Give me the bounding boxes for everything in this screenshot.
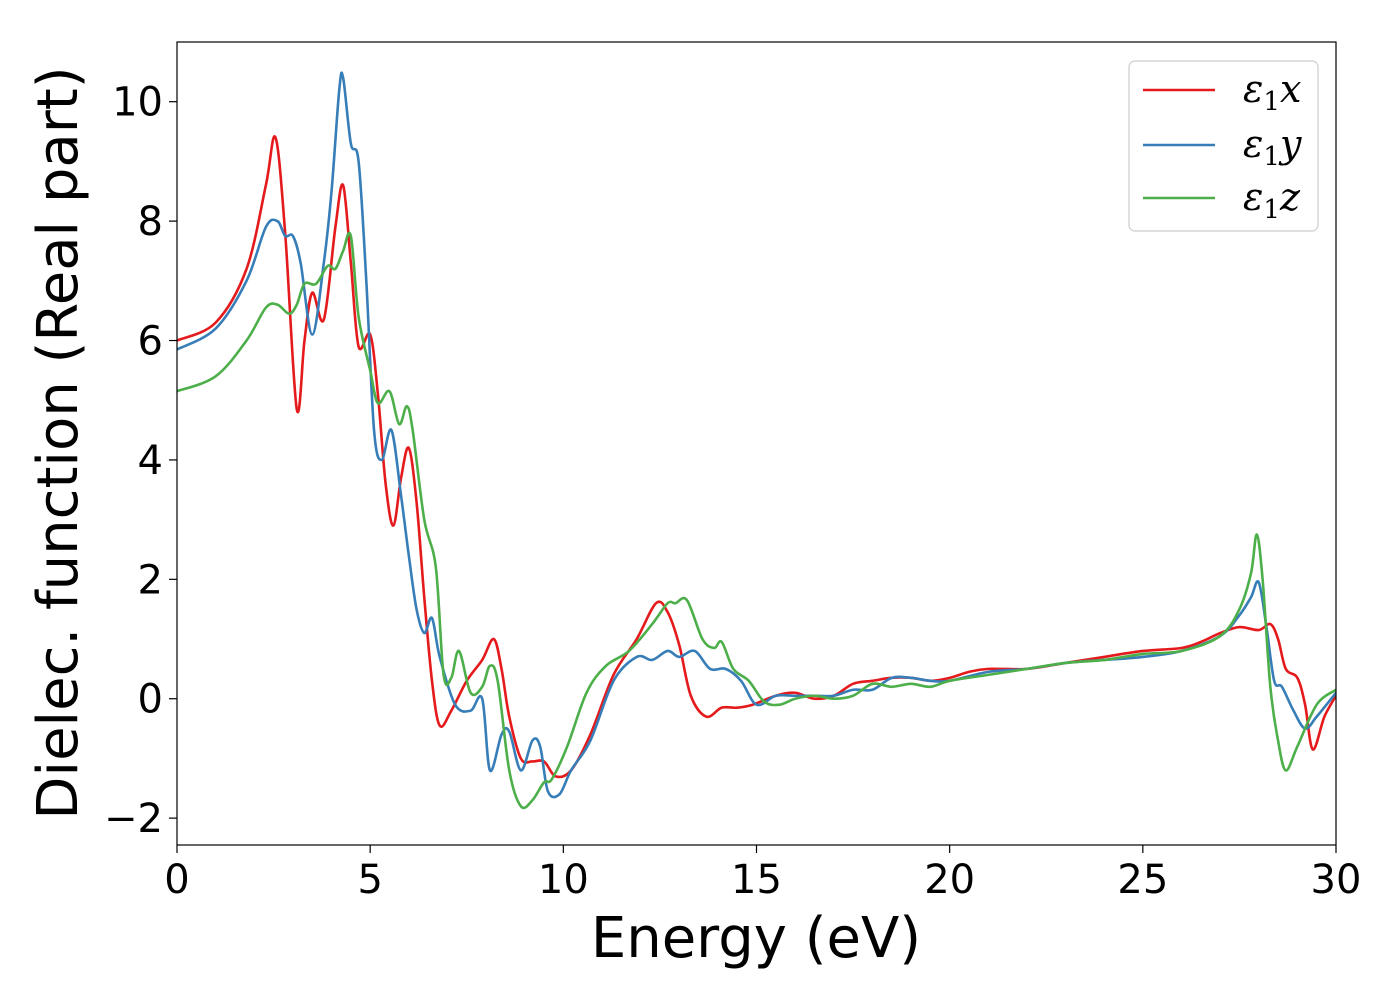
legend-label-x: ε1x [1243,67,1301,117]
legend-label-suffix: y [1278,122,1302,166]
y-tick-label: 2 [138,557,163,603]
legend-label-suffix: z [1279,175,1301,219]
x-axis-label: Energy (eV) [591,906,921,971]
x-tick-label: 10 [538,857,589,903]
y-tick-label: −2 [104,796,163,842]
legend-label-base: ε [1243,122,1263,166]
legend-label-z: ε1z [1243,175,1301,225]
y-tick-label: 6 [138,319,163,365]
x-axis: 0 5 10 15 20 25 30 [164,845,1361,903]
x-tick-label: 0 [164,857,189,903]
legend-label-subscript: 1 [1263,195,1280,225]
y-tick-label: 0 [138,677,163,723]
y-axis-label: Dielec. function (Real part) [26,66,91,819]
series-layer [177,71,1336,810]
x-tick-label: 20 [924,857,975,903]
x-tick-label: 25 [1117,857,1168,903]
legend-label-subscript: 1 [1263,87,1280,117]
series-line-z [177,231,1336,810]
legend-label-y: ε1y [1243,122,1302,172]
y-axis: −2 0 2 4 6 8 10 [104,80,177,842]
x-tick-label: 15 [731,857,782,903]
legend-frame [1128,60,1319,232]
series-line-x [177,135,1336,779]
y-tick-label: 4 [138,438,163,484]
legend-label-subscript: 1 [1263,142,1280,172]
legend-label-base: ε [1243,175,1263,219]
x-tick-label: 5 [357,857,382,903]
x-tick-label: 30 [1311,857,1362,903]
legend-label-base: ε [1243,67,1263,111]
legend-label-suffix: x [1280,67,1301,111]
y-tick-label: 8 [138,199,163,245]
y-tick-label: 10 [112,80,163,126]
